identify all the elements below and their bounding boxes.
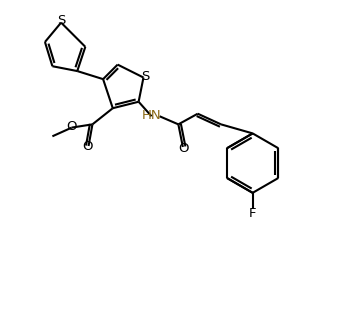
Text: S: S — [57, 15, 65, 27]
Text: O: O — [178, 142, 189, 155]
Text: HN: HN — [142, 109, 161, 122]
Text: F: F — [249, 207, 256, 220]
Text: S: S — [141, 70, 149, 83]
Text: O: O — [67, 120, 77, 133]
Text: O: O — [83, 141, 93, 153]
